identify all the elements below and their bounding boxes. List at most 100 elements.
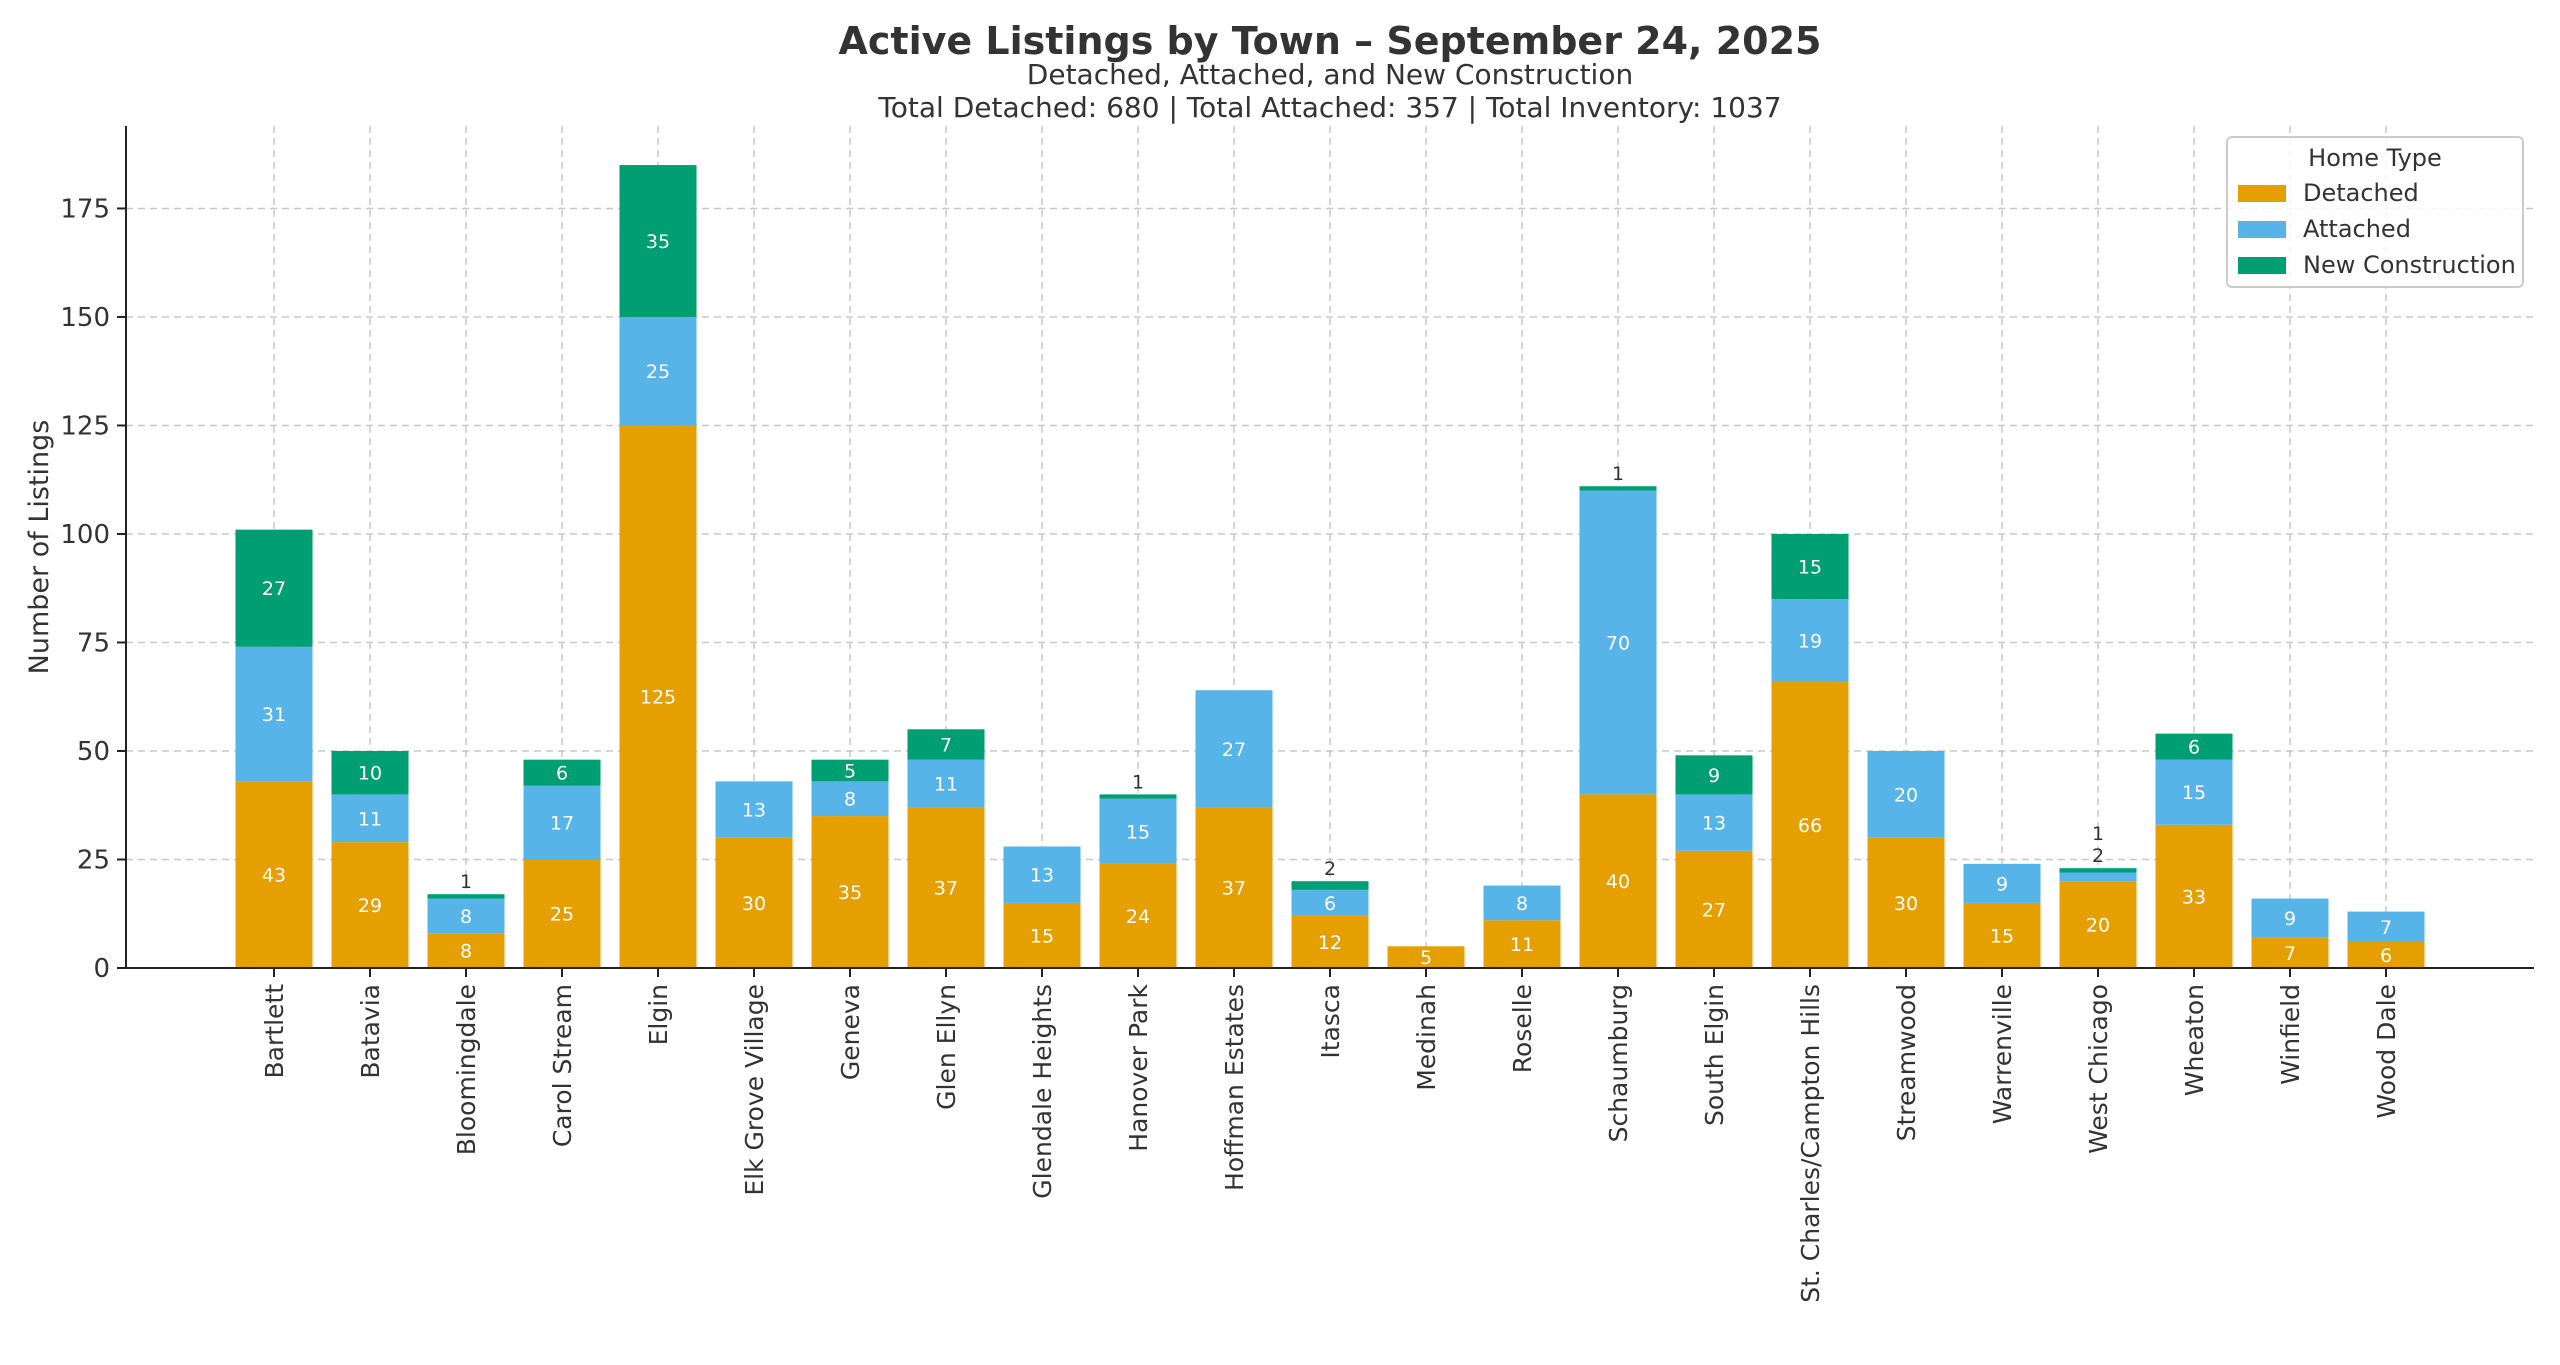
bar-value-label: 5 (844, 761, 856, 783)
bar-attached (1291, 889, 1369, 916)
bar-value-label: 8 (460, 906, 472, 928)
x-tick-label: South Elgin (1700, 984, 1729, 1126)
x-tick-label: Elk Grove Village (740, 984, 769, 1196)
bar-value-label: 43 (262, 865, 286, 887)
x-tick-label: West Chicago (2084, 984, 2113, 1154)
bar-attached (1771, 599, 1849, 682)
legend-label: New Construction (2303, 251, 2516, 279)
x-tick-label: Bloomingdale (452, 984, 481, 1155)
bar-value-label: 30 (1894, 893, 1918, 915)
x-tick-label: Warrenville (1988, 984, 2017, 1124)
bar-value-label: 27 (262, 578, 286, 600)
bar-detached (1483, 920, 1561, 968)
x-tick-label: Schaumburg (1604, 984, 1633, 1142)
bar-attached (1867, 750, 1945, 838)
bar-new-construction (235, 529, 313, 647)
bar-value-label: 15 (1030, 925, 1054, 947)
bar-value-label: 10 (358, 763, 382, 785)
legend-label: Detached (2303, 179, 2419, 207)
y-tick-label: 50 (77, 737, 110, 767)
bar-attached (2155, 759, 2233, 825)
bar-value-label: 1 (460, 871, 472, 893)
bar-value-label: 27 (1222, 739, 1246, 761)
bar-new-construction (1579, 486, 1657, 491)
bar-new-construction (1099, 794, 1177, 799)
bar-value-label: 8 (844, 789, 856, 811)
bar-attached (2347, 911, 2425, 942)
x-tick-label: Hoffman Estates (1220, 984, 1249, 1191)
bar-value-label: 11 (934, 774, 958, 796)
bar-detached (331, 842, 409, 968)
bar-attached (235, 646, 313, 782)
bar-new-construction (427, 894, 505, 899)
legend-swatch (2238, 221, 2286, 238)
bar-value-label: 15 (2182, 782, 2206, 804)
chart-subtitle: Detached, Attached, and New Construction (1027, 58, 1633, 91)
bar-value-label: 33 (2182, 886, 2206, 908)
bar-attached (1579, 490, 1657, 795)
legend-label: Attached (2303, 215, 2411, 243)
bar-attached (907, 759, 985, 808)
bar-detached (619, 425, 697, 968)
bar-value-label: 5 (1420, 947, 1432, 969)
bar-value-label: 37 (934, 878, 958, 900)
y-tick-label: 0 (93, 954, 110, 984)
bar-value-label: 8 (460, 941, 472, 963)
legend-title: Home Type (2308, 144, 2442, 172)
bar-value-label: 19 (1798, 630, 1822, 652)
chart-title: Active Listings by Town – September 24, … (839, 19, 1822, 63)
bar-detached (2251, 937, 2329, 968)
bar-value-label: 7 (940, 734, 952, 756)
y-tick-label: 25 (77, 845, 110, 875)
x-tick-label: Itasca (1316, 984, 1345, 1059)
legend: Home Type Detached Attached New Constructi… (2226, 136, 2524, 288)
bar-detached (1579, 794, 1657, 968)
bar-attached (427, 898, 505, 934)
bar-attached (523, 785, 601, 860)
bar-detached (907, 807, 985, 968)
bar-value-label: 20 (1894, 784, 1918, 806)
x-tick-label: Glendale Heights (1028, 984, 1057, 1199)
bar-value-label: 12 (1318, 932, 1342, 954)
bar-value-label: 1 (1132, 771, 1144, 793)
legend-swatch (2238, 257, 2286, 274)
bar-attached (2251, 898, 2329, 938)
bar-value-label: 70 (1606, 632, 1630, 654)
bar-detached (235, 781, 313, 968)
bar-detached (1963, 902, 2041, 968)
x-tick-label: Carol Stream (548, 984, 577, 1147)
bar-detached (2059, 881, 2137, 968)
bar-detached (811, 816, 889, 968)
y-tick-label: 175 (60, 194, 110, 224)
x-tick-label: Batavia (356, 984, 385, 1079)
y-tick-label: 150 (60, 303, 110, 333)
bar-attached (331, 794, 409, 843)
bar-value-label: 66 (1798, 815, 1822, 837)
y-tick-label: 75 (77, 628, 110, 658)
legend-swatch (2238, 185, 2286, 202)
bar-value-label: 13 (742, 800, 766, 822)
bar-value-label: 9 (1996, 873, 2008, 895)
bar-attached (1675, 794, 1753, 851)
bar-detached (427, 933, 505, 968)
x-tick-label: Elgin (644, 984, 673, 1045)
bar-attached (715, 781, 793, 838)
bar-value-label: 2 (2092, 845, 2104, 867)
bar-detached (1099, 863, 1177, 968)
x-tick-label: Streamwood (1892, 984, 1921, 1141)
bar-new-construction (907, 729, 985, 760)
bar-value-label: 37 (1222, 878, 1246, 900)
bar-new-construction (1675, 755, 1753, 795)
bar-attached (619, 316, 697, 426)
bar-detached (1387, 946, 1465, 968)
x-tick-label: Wheaton (2180, 984, 2209, 1096)
bar-value-label: 40 (1606, 871, 1630, 893)
bar-value-label: 31 (262, 704, 286, 726)
bar-new-construction (619, 165, 697, 317)
bar-value-label: 30 (742, 893, 766, 915)
bar-value-label: 1 (2092, 823, 2104, 845)
x-tick-label: Wood Dale (2372, 984, 2401, 1119)
bar-new-construction (523, 759, 601, 786)
bar-value-label: 13 (1702, 813, 1726, 835)
